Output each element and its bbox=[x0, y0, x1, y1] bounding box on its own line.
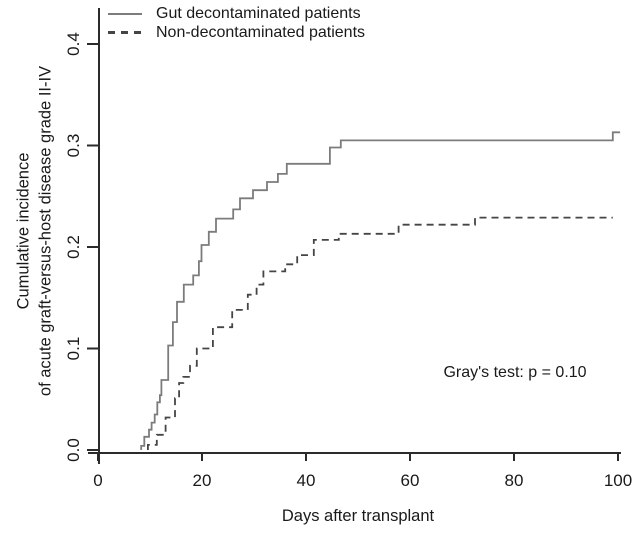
y-tick-label-0.1: 0.1 bbox=[64, 337, 83, 361]
x-tick-label-0: 0 bbox=[93, 471, 102, 490]
y-axis: 0.0 0.1 0.2 0.3 0.4 bbox=[64, 8, 100, 464]
curve-non-decontaminated-patients bbox=[147, 216, 613, 450]
dashed-line-sample bbox=[108, 31, 142, 34]
grays-test-annotation: Gray's test: p = 0.10 bbox=[443, 364, 587, 381]
legend-item-label: Non-decontaminated patients bbox=[156, 23, 366, 41]
x-axis: 0 20 40 60 80 100 bbox=[88, 452, 632, 490]
x-axis-title: Days after transplant bbox=[281, 507, 435, 525]
x-tick-label-100: 100 bbox=[604, 471, 632, 490]
y-axis-title-line1: Cumulative incidence bbox=[14, 152, 33, 310]
legend-item-label: Gut decontaminated patients bbox=[156, 4, 361, 22]
y-tick-label-0.3: 0.3 bbox=[64, 134, 83, 158]
curve-gut-decontaminated-patients bbox=[140, 131, 621, 450]
legend-item-non-decontaminated: Non-decontaminated patients bbox=[108, 23, 365, 42]
x-tick-label-80: 80 bbox=[505, 471, 524, 490]
x-tick-label-60: 60 bbox=[401, 471, 420, 490]
y-tick-label-0.2: 0.2 bbox=[64, 235, 83, 259]
y-tick-label-0.4: 0.4 bbox=[64, 32, 83, 56]
x-tick-label-40: 40 bbox=[297, 471, 316, 490]
solid-line-sample bbox=[108, 12, 142, 15]
y-axis-title-line2: of acute graft-versus-host disease grade… bbox=[36, 65, 55, 397]
x-tick-label-20: 20 bbox=[193, 471, 212, 490]
legend-item-gut-decontaminated: Gut decontaminated patients bbox=[108, 4, 365, 23]
legend: Gut decontaminated patients Non-decontam… bbox=[108, 4, 365, 42]
y-tick-label-0.0: 0.0 bbox=[64, 438, 83, 462]
